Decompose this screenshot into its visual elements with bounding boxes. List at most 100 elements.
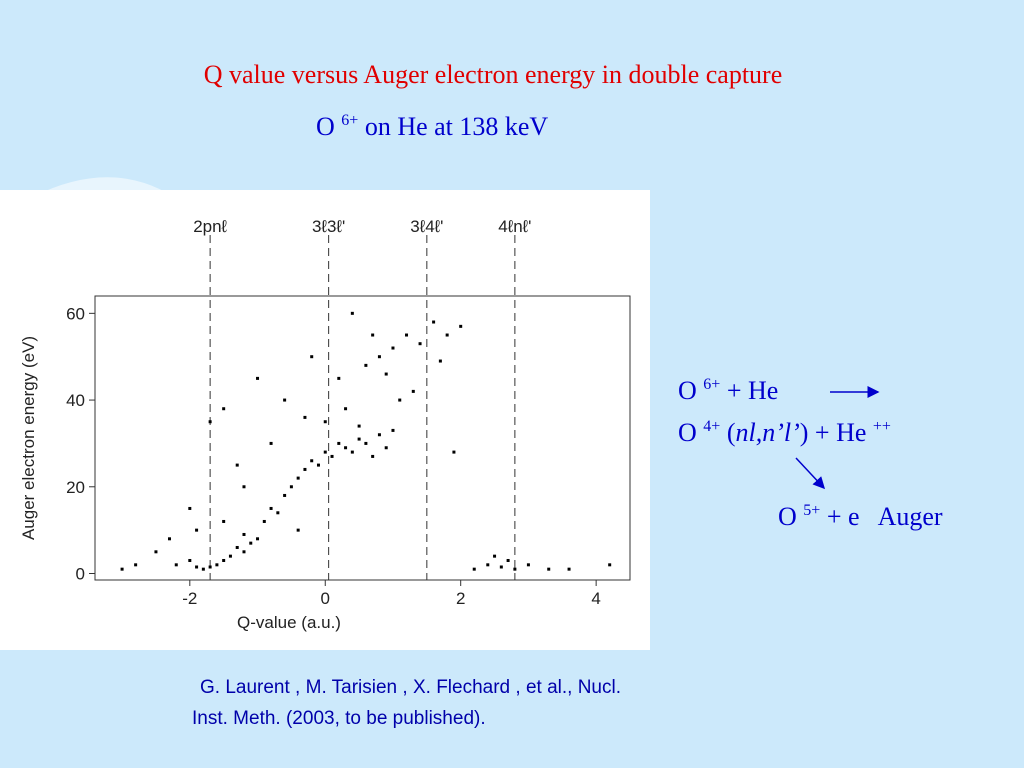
ion: O: [778, 502, 797, 531]
x-axis-label: Q-value (a.u.): [237, 613, 341, 632]
point: [377, 355, 381, 359]
point: [371, 333, 375, 337]
point: [337, 376, 341, 380]
point: [316, 463, 320, 467]
subtitle: O 6+ on He at 138 keV: [316, 112, 548, 142]
point: [337, 441, 341, 445]
point: [344, 446, 348, 450]
point: [242, 550, 246, 554]
reaction-label: Auger: [877, 502, 943, 531]
charge: ++: [872, 418, 891, 435]
reaction-text: + e: [826, 502, 860, 531]
reaction-line: O 5+ + e Auger: [778, 502, 943, 532]
point: [154, 550, 158, 554]
point: [384, 446, 388, 450]
point: [283, 398, 287, 402]
point: [364, 441, 368, 445]
point: [371, 454, 375, 458]
y-tick-label: 20: [66, 478, 85, 497]
point: [242, 532, 246, 536]
point: [208, 565, 212, 569]
marker-label: 4ℓnℓ': [498, 217, 531, 236]
point: [391, 346, 395, 350]
point: [289, 485, 293, 489]
point: [269, 441, 273, 445]
marker-label: 3ℓ4ℓ': [410, 217, 443, 236]
point: [547, 567, 551, 571]
point: [134, 563, 138, 567]
point: [296, 476, 300, 480]
x-tick-label: 4: [591, 589, 600, 608]
point: [418, 342, 422, 346]
citation: G. Laurent , M. Tarisien , X. Flechard ,…: [200, 677, 621, 698]
point: [364, 363, 368, 367]
reaction-line: O 6+ + He: [678, 376, 778, 406]
point: [350, 311, 354, 315]
point: [296, 528, 300, 532]
point: [120, 567, 124, 571]
point: [459, 324, 463, 328]
charge: 6+: [703, 376, 721, 393]
point: [526, 563, 530, 567]
point: [283, 493, 287, 497]
point: [493, 554, 497, 558]
point: [256, 376, 260, 380]
point: [208, 420, 212, 424]
reaction-line: O 4+ (nl,n’l’) + He ++: [678, 418, 891, 448]
point: [235, 463, 239, 467]
plot-frame: [94, 295, 631, 581]
marker-label: 3ℓ3ℓ': [312, 217, 345, 236]
point: [303, 467, 307, 471]
state: nl,n’l’: [735, 418, 800, 447]
marker-label: 2pnℓ: [193, 217, 227, 236]
point: [506, 558, 510, 562]
point: [215, 563, 219, 567]
point: [350, 450, 354, 454]
point: [445, 333, 449, 337]
point: [235, 545, 239, 549]
y-tick-label: 40: [66, 391, 85, 410]
chart: Q-value (a.u.) Auger electron energy (eV…: [0, 190, 650, 650]
charge: 5+: [803, 502, 821, 519]
point: [357, 424, 361, 428]
arrows: [795, 386, 880, 490]
point: [344, 407, 348, 411]
reaction-text: + He: [726, 376, 779, 405]
ion: O: [678, 418, 697, 447]
point: [174, 563, 178, 567]
point: [222, 519, 226, 523]
slide-title: Q value versus Auger electron energy in …: [203, 60, 783, 89]
point: [452, 450, 456, 454]
point: [188, 506, 192, 510]
point: [377, 433, 381, 437]
point: [310, 355, 314, 359]
point: [256, 537, 260, 541]
point: [405, 333, 409, 337]
point: [323, 420, 327, 424]
subtitle-text: on He at 138 keV: [364, 112, 549, 141]
point: [195, 565, 199, 569]
ion: O: [678, 376, 697, 405]
point: [228, 554, 232, 558]
ion: O: [316, 112, 335, 141]
point: [432, 320, 436, 324]
point: [195, 528, 199, 532]
y-axis-label: Auger electron energy (eV): [19, 336, 38, 540]
x-tick-label: 0: [321, 589, 330, 608]
y-tick-label: 60: [66, 304, 85, 323]
point: [499, 565, 503, 569]
citation: Inst. Meth. (2003, to be published).: [192, 708, 486, 729]
point: [472, 567, 476, 571]
point: [262, 519, 266, 523]
point: [269, 506, 273, 510]
reaction-text: ) + He: [799, 418, 867, 447]
point: [513, 567, 517, 571]
charge: 6+: [341, 112, 359, 129]
x-tick-label: -2: [182, 589, 197, 608]
point: [608, 563, 612, 567]
x-tick-label: 2: [456, 589, 465, 608]
point: [486, 563, 490, 567]
point: [310, 459, 314, 463]
point: [438, 359, 442, 363]
reaction-text: (: [726, 418, 736, 447]
